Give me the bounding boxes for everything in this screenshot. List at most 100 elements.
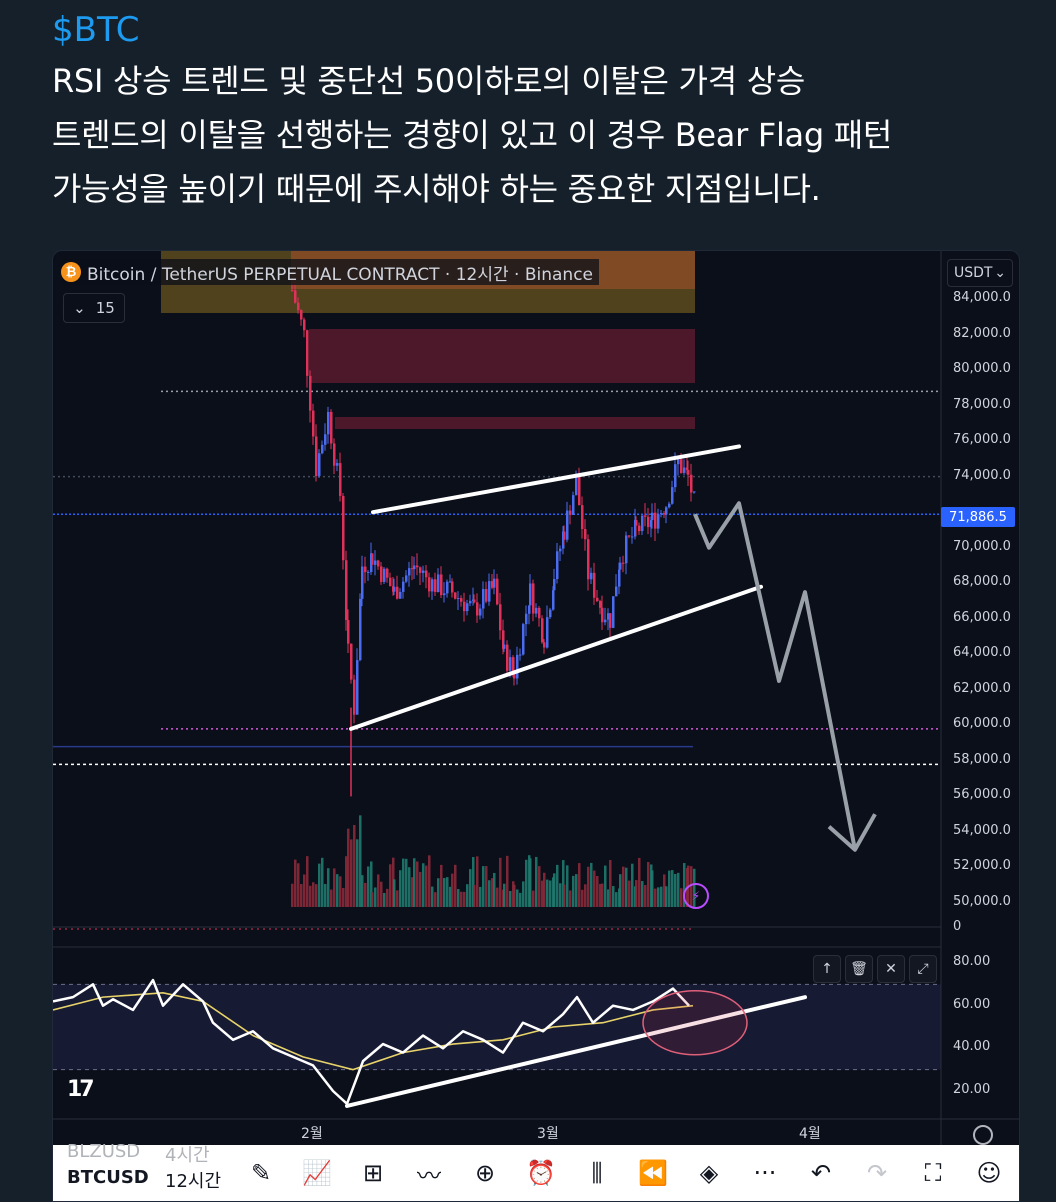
price-tick-label: 74,000.0 [953,467,1011,483]
volume-bar [434,892,437,907]
redo-icon[interactable]: ↷ [866,1159,888,1187]
post: $BTC RSI 상승 트렌드 및 중단선 50이하로의 이탈은 가격 상승 트… [52,8,1012,216]
interval-label[interactable]: 12시간 [165,1171,222,1192]
close-pane-button[interactable]: ✕ [877,955,905,983]
volume-bar [493,872,496,907]
candle-body [321,444,324,454]
candle-body [687,469,690,475]
add-icon[interactable]: ⊕ [474,1159,496,1187]
volume-bar [619,874,622,907]
candle-body [549,609,552,618]
volume-bar [509,891,512,907]
volume-bar [609,859,612,907]
volume-bar [599,883,602,907]
symbol-selector[interactable]: BLZUSD 4시간 BTCUSD 12시간 [53,1141,233,1201]
candle-body [650,520,653,528]
rsi-highlight-ellipse [642,989,748,1056]
volume-bar [479,886,482,907]
candle-body [677,459,680,465]
replay-icon[interactable]: ⏪ [638,1159,668,1187]
candle-body [353,679,356,715]
symbol-label[interactable]: BTCUSD [67,1167,149,1188]
volume-bar [399,870,402,907]
emoji-icon[interactable]: ☺ [976,1159,1002,1187]
candle-body [454,592,457,599]
volume-bar [532,890,535,907]
candle-body [634,519,637,537]
volume-bar [482,866,485,907]
candle-body [399,591,402,599]
candle-body [336,463,339,466]
volume-bar [680,888,683,907]
volume-bar [572,875,575,907]
volume-bar [601,883,604,907]
layers-icon[interactable]: ◈ [699,1159,719,1187]
indicators-icon[interactable]: 📈 [302,1159,332,1187]
volume-bar [506,855,509,907]
chart-card[interactable]: ₿ Bitcoin / TetherUS PERPETUAL CONTRACT … [52,250,1020,1202]
candle-body [408,568,411,576]
volume-bar [321,857,324,907]
price-tick-label: 56,000.0 [953,787,1011,803]
currency-select[interactable]: USDT ⌄ [947,259,1013,287]
candles-icon[interactable]: ⫼ [591,1159,603,1187]
candle-body [440,574,443,596]
volume-bar [538,866,541,907]
volume-bar [425,865,428,907]
candle-body [680,459,683,473]
candle-body [405,575,408,582]
candle-body [596,597,599,602]
volume-bar [472,857,475,907]
volume-bar [353,824,356,907]
candle-body [609,613,612,628]
candle-body [457,598,460,600]
time-tick-label: 3월 [537,1126,559,1142]
flash-alert-icon[interactable]: ⚡ [683,883,709,909]
volume-bar [581,889,584,907]
chart-header[interactable]: ₿ Bitcoin / TetherUS PERPETUAL CONTRACT … [61,259,599,285]
candle-body [668,503,671,508]
more-icon[interactable]: ··· [753,1159,777,1187]
volume-bar [671,870,674,907]
candle-body [294,290,297,303]
candle-body [356,660,359,715]
volume-bar [604,865,607,907]
candle-body [541,618,544,643]
volume-bar [330,889,333,907]
maximize-pane-button[interactable]: ⤢ [909,955,937,983]
move-pane-up-button[interactable]: ↑ [813,955,841,983]
volume-bar [294,859,297,907]
wedge-lower-line [349,584,763,731]
candle-body [396,586,399,599]
candle-body [674,464,677,488]
candle-body [425,570,428,578]
fullscreen-icon[interactable]: ⛶ [924,1159,942,1187]
candle-body [660,513,663,515]
price-tick-label: 52,000.0 [953,858,1011,874]
candle-body [446,581,449,594]
indicator-collapse-button[interactable]: ⌄ 15 [63,293,125,323]
axis-settings-icon[interactable] [973,1125,993,1145]
volume-bar [596,875,599,907]
volume-bar [451,873,454,907]
alert-clock-icon[interactable]: ⏰ [526,1159,556,1187]
volume-bar [309,885,312,907]
candle-body [651,512,654,521]
layout-grid-icon[interactable]: ⊞ [362,1159,384,1187]
candle-body [628,535,631,537]
draw-pencil-icon[interactable]: ✎ [250,1159,272,1187]
post-text: RSI 상승 트렌드 및 중단선 50이하로의 이탈은 가격 상승 트렌드의 이… [52,62,893,208]
candle-body [479,608,482,616]
candle-body [663,513,666,515]
candle-body [552,590,555,610]
undo-icon[interactable]: ↶ [810,1159,832,1187]
price-tick-label: 80,000.0 [953,361,1011,377]
rsi-line [53,978,690,1106]
price-tick-label: 64,000.0 [953,645,1011,661]
delete-pane-button[interactable]: 🗑 [845,955,873,983]
price-chart[interactable] [53,251,1019,1145]
cashtag-link[interactable]: $BTC [52,10,140,50]
volume-bar [443,877,446,907]
candle-body [502,630,505,649]
chart-type-icon[interactable]: 〰 [417,1161,441,1190]
